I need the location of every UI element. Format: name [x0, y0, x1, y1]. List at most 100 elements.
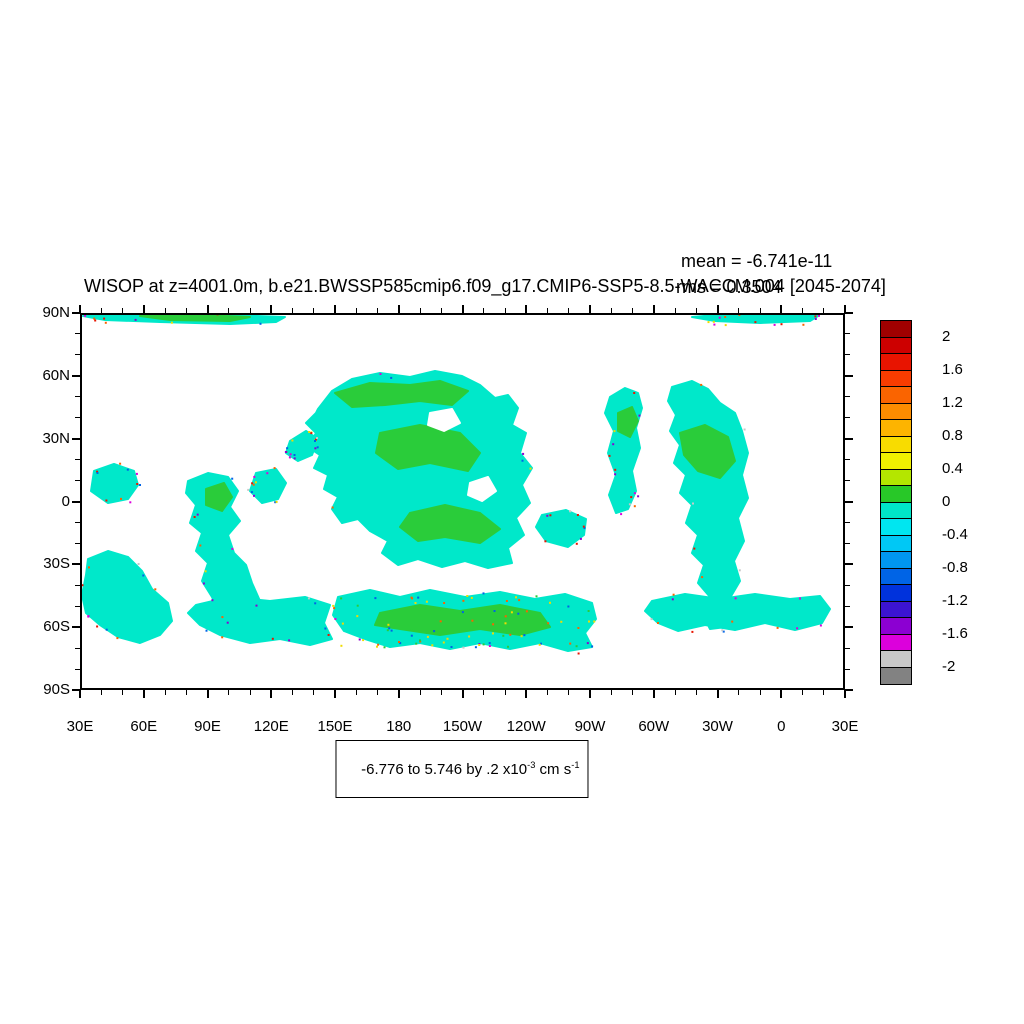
speckle	[274, 501, 277, 504]
speckle	[781, 313, 783, 315]
map-region-green-streak-south	[399, 504, 501, 544]
axis-tick	[845, 584, 850, 586]
colorbar-box	[881, 321, 911, 338]
axis-tick	[292, 690, 293, 695]
axis-tick	[845, 480, 850, 482]
speckle	[333, 607, 336, 610]
speckle	[410, 596, 413, 599]
speckle	[231, 547, 234, 550]
speckle	[390, 376, 393, 379]
speckle	[691, 630, 694, 633]
speckle	[671, 598, 674, 601]
axis-tick	[75, 584, 80, 586]
colorbar-box	[881, 337, 911, 354]
speckle	[204, 570, 207, 573]
axis-tick	[75, 668, 80, 670]
speckle	[388, 627, 391, 630]
speckle	[105, 499, 108, 502]
speckle	[575, 645, 578, 648]
axis-tick	[845, 354, 850, 356]
speckle	[776, 626, 779, 629]
axis-tick	[72, 312, 80, 314]
y-axis-label: 30S	[43, 555, 70, 573]
axis-tick	[610, 690, 612, 695]
colorbar-box	[881, 651, 911, 668]
map-region-south-band-west	[187, 596, 333, 646]
speckle	[540, 642, 542, 645]
speckle	[216, 315, 219, 316]
speckle	[199, 544, 202, 547]
speckle	[549, 514, 552, 517]
colorbar-box	[881, 535, 911, 552]
speckle	[754, 321, 757, 324]
speckle	[575, 542, 578, 545]
speckle	[738, 315, 741, 316]
speckle	[819, 624, 822, 627]
map-plot-frame	[80, 313, 845, 690]
axis-tick	[75, 417, 80, 419]
range-text-units: cm s	[535, 761, 572, 778]
speckle	[731, 620, 734, 623]
speckle	[529, 467, 532, 470]
axis-tick	[674, 690, 676, 695]
speckle	[796, 627, 799, 630]
speckle	[482, 592, 485, 595]
speckle	[412, 628, 415, 631]
x-axis-label: 60E	[130, 718, 158, 735]
map-field-svg	[82, 313, 831, 655]
speckle	[104, 321, 107, 324]
speckle	[93, 317, 96, 320]
axis-tick	[483, 308, 485, 313]
colorbar-box	[881, 585, 911, 602]
x-axis-label: 90E	[194, 718, 221, 735]
speckle	[253, 494, 255, 497]
speckle	[334, 618, 337, 620]
axis-tick	[845, 333, 850, 335]
axis-tick	[142, 305, 145, 313]
speckle	[576, 514, 579, 516]
speckle	[96, 470, 99, 473]
speckle	[251, 482, 254, 485]
speckle	[96, 625, 99, 628]
speckle	[425, 600, 428, 603]
x-axis-label: 0	[777, 718, 786, 735]
axis-tick	[334, 305, 336, 313]
colorbar-label: 0	[942, 492, 951, 510]
axis-tick	[547, 308, 548, 313]
speckle	[142, 574, 145, 577]
speckle	[692, 502, 694, 505]
axis-tick	[845, 542, 850, 544]
speckle	[119, 462, 122, 465]
plot-title: WISOP at z=4001.0m, b.e21.BWSSP585cmip6.…	[84, 276, 886, 296]
speckle	[129, 501, 132, 504]
speckle	[724, 316, 727, 318]
speckle	[383, 646, 386, 649]
speckle	[293, 457, 296, 460]
speckle	[379, 373, 382, 375]
axis-tick	[122, 308, 123, 313]
speckle	[650, 618, 653, 621]
speckle	[507, 645, 509, 648]
speckle	[88, 566, 90, 569]
speckle	[84, 315, 87, 317]
speckle	[633, 505, 636, 508]
axis-tick	[845, 437, 853, 440]
axis-tick	[313, 308, 315, 313]
speckle	[221, 636, 224, 639]
speckle	[734, 597, 737, 600]
colorbar-box	[881, 519, 911, 536]
speckle	[226, 621, 229, 624]
axis-tick	[780, 305, 783, 313]
colorbar-box	[881, 667, 911, 684]
axis-tick	[79, 305, 81, 313]
axis-tick	[164, 308, 166, 313]
speckle	[773, 323, 776, 326]
speckle	[560, 620, 563, 623]
axis-tick	[845, 312, 853, 314]
axis-tick	[206, 305, 209, 313]
speckle	[82, 584, 84, 587]
speckle	[608, 454, 611, 457]
speckle	[291, 439, 294, 442]
axis-tick	[802, 308, 803, 313]
speckle	[324, 627, 327, 630]
